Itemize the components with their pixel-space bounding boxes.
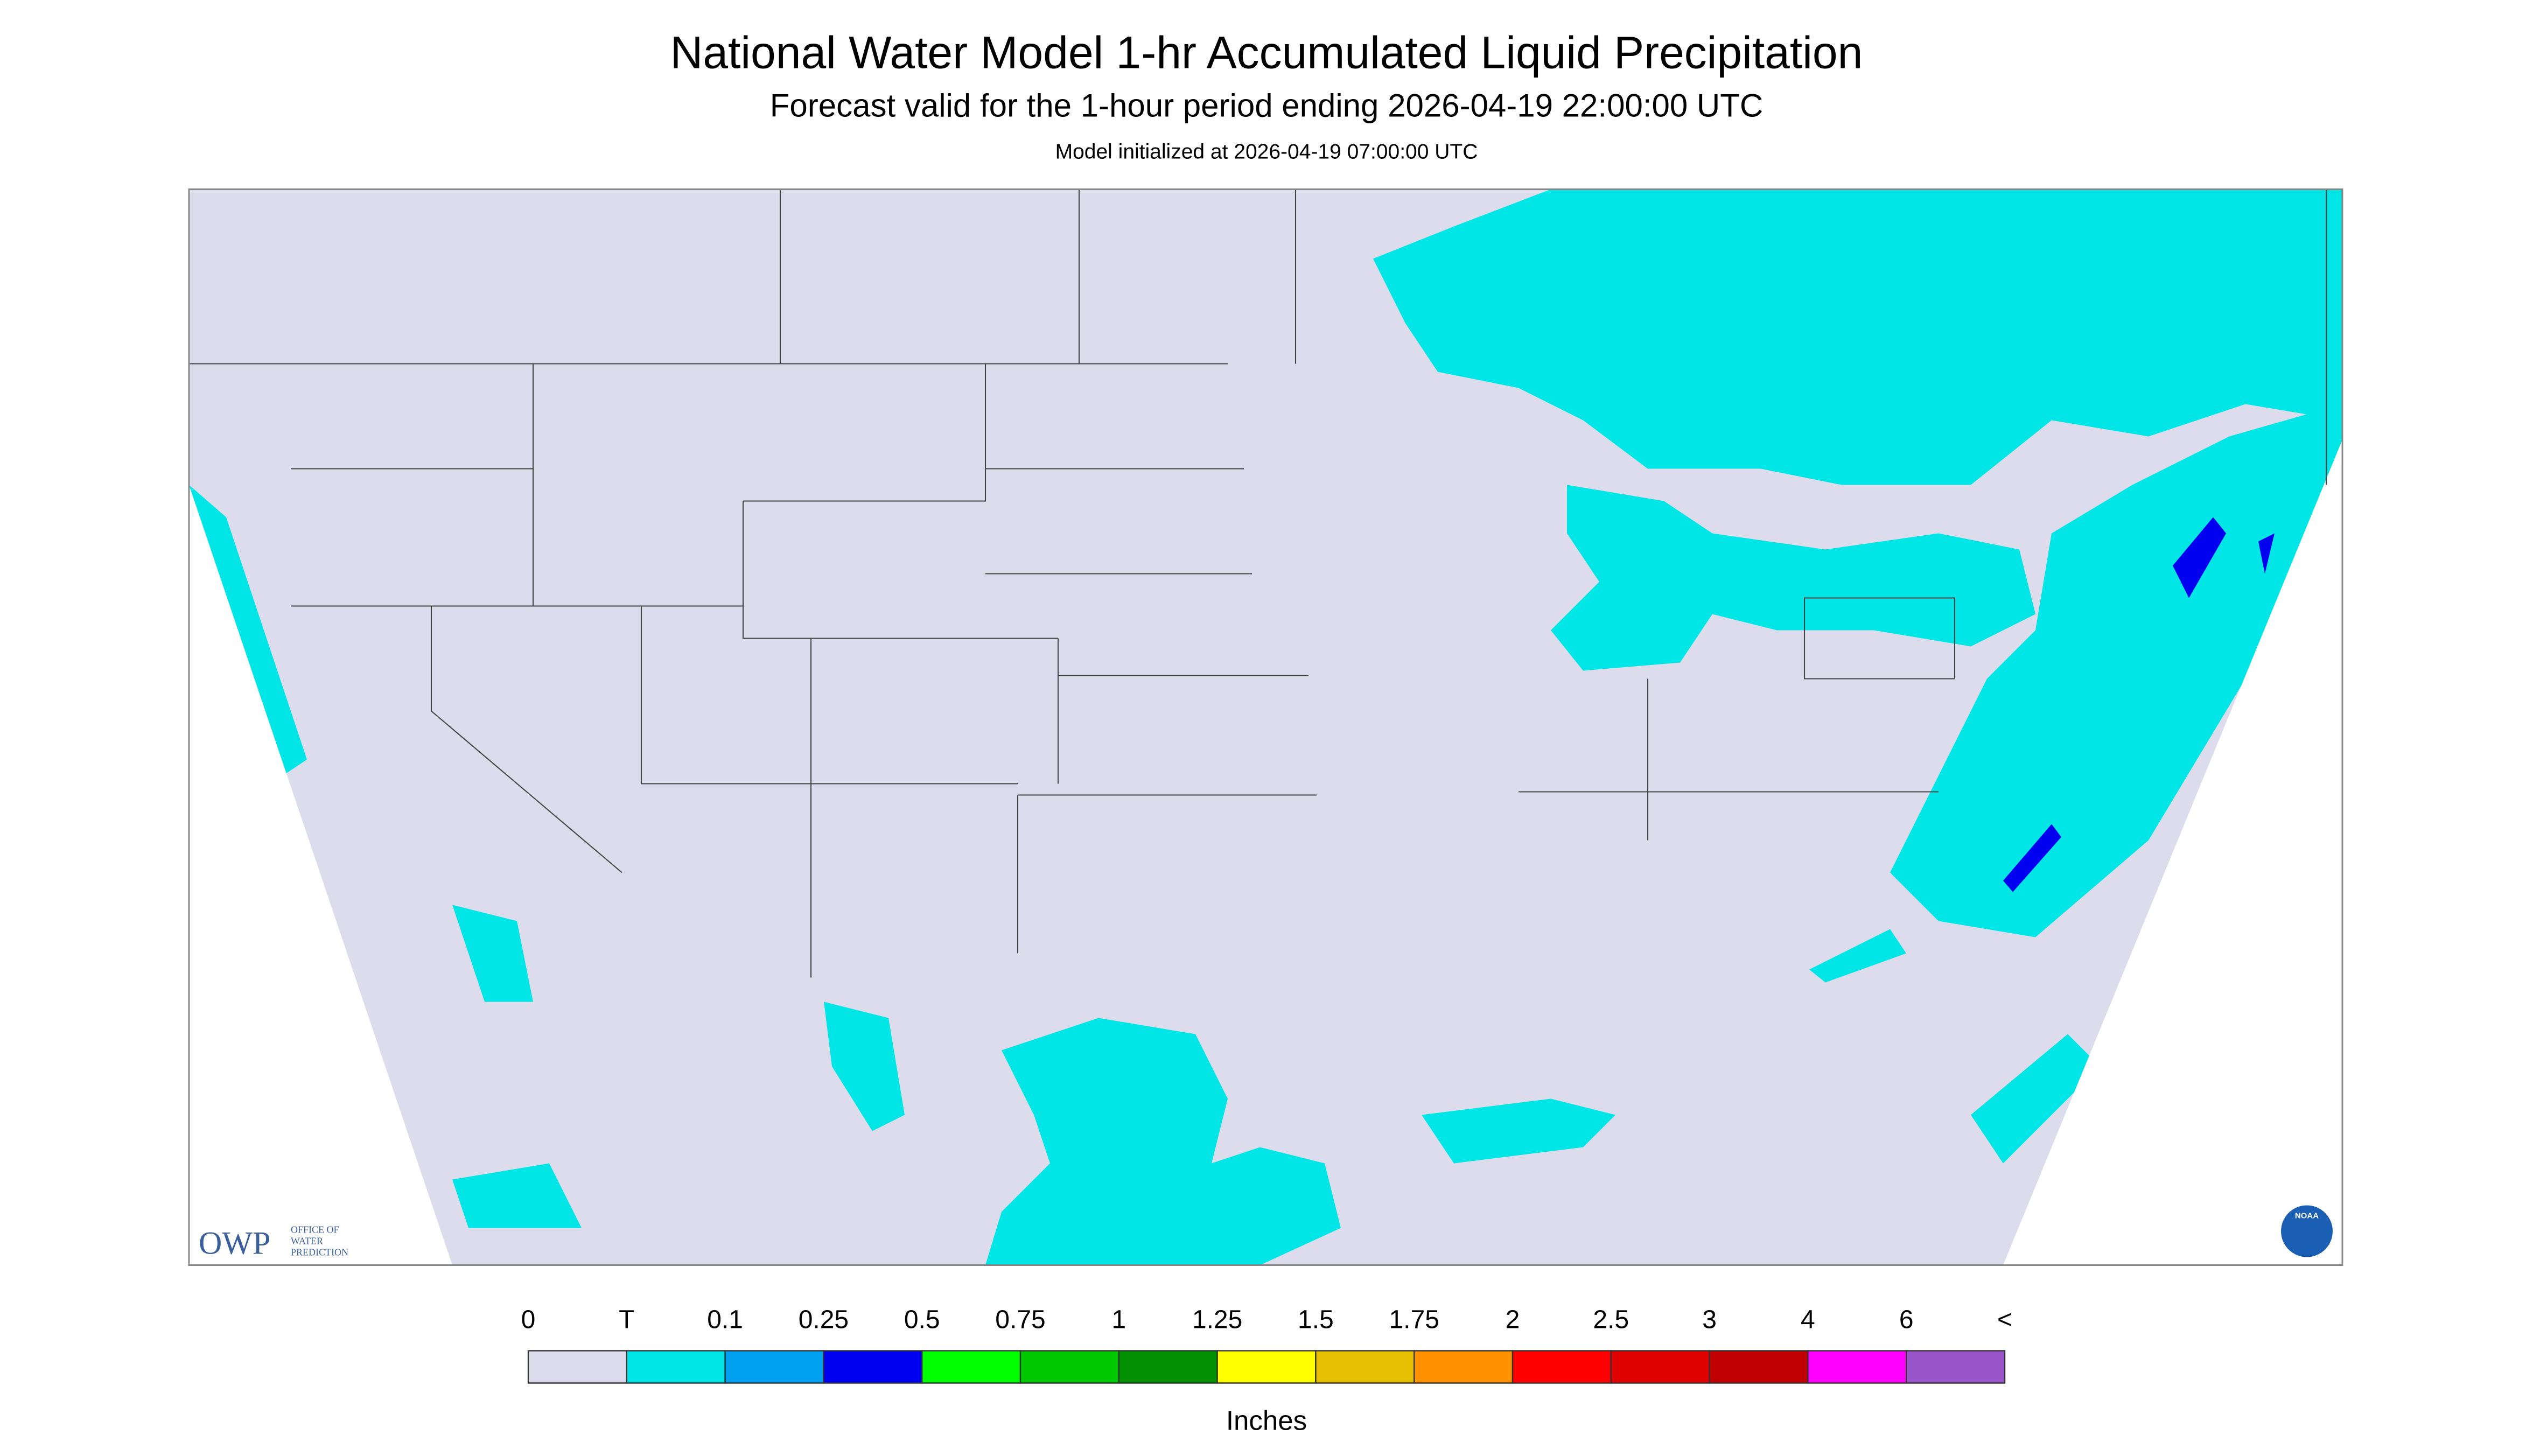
map-frame [188, 188, 2343, 1266]
title: National Water Model 1-hr Accumulated Li… [670, 27, 1863, 78]
legend-label: 0 [521, 1306, 536, 1334]
legend-label: 0.1 [707, 1306, 743, 1334]
legend-unit: Inches [1226, 1405, 1307, 1436]
precip-areas [189, 189, 2342, 1265]
legend-swatch [823, 1350, 923, 1384]
owp-line: PREDICTION [291, 1247, 348, 1258]
legend-swatch [921, 1350, 1021, 1384]
legend-swatch [1019, 1350, 1120, 1384]
legend-label: 4 [1801, 1306, 1815, 1334]
gulf-area [985, 1018, 1341, 1265]
noaa-text: NOAA [2295, 1212, 2319, 1221]
legend-label: < [1997, 1306, 2012, 1334]
legend-label: T [619, 1306, 634, 1334]
legend-swatch [724, 1350, 824, 1384]
legend-swatch [1118, 1350, 1218, 1384]
legend-swatch [1216, 1350, 1317, 1384]
great-lakes-area [1551, 485, 2035, 671]
legend-label: 6 [1899, 1306, 1914, 1334]
noaa-logo [2281, 1205, 2333, 1257]
legend-swatch [527, 1350, 628, 1384]
init-note: Model initialized at 2026-04-19 07:00:00… [1055, 141, 1478, 164]
east-coast-area [1890, 404, 2342, 937]
owp-logo: OWP [199, 1226, 270, 1261]
legend-label: 1 [1111, 1306, 1126, 1334]
legend-label: 1.25 [1192, 1306, 1242, 1334]
legend-swatch [626, 1350, 726, 1384]
legend-swatch [1512, 1350, 1612, 1384]
owp-line: WATER [291, 1236, 323, 1247]
owp-line: OFFICE OF [291, 1224, 339, 1235]
legend-swatch [1315, 1350, 1415, 1384]
legend-label: 0.75 [995, 1306, 1045, 1334]
legend-label: 1.5 [1298, 1306, 1334, 1334]
legend-swatch [1905, 1350, 2006, 1384]
legend-label: 2.5 [1593, 1306, 1629, 1334]
legend-label: 2 [1506, 1306, 1520, 1334]
gulf-band [1422, 1098, 1615, 1164]
legend-label: 0.5 [904, 1306, 940, 1334]
subtitle: Forecast valid for the 1-hour period end… [770, 88, 1763, 124]
canada-area [1373, 189, 2342, 485]
state-borders [189, 189, 2327, 978]
legend-label: 0.25 [799, 1306, 849, 1334]
legend-swatch [1414, 1350, 1514, 1384]
atlantic-area [1971, 1034, 2100, 1164]
pacific-area [189, 485, 307, 776]
legend-label: 3 [1702, 1306, 1717, 1334]
mexico-area [824, 1002, 905, 1131]
heavy-cells [2003, 517, 2275, 892]
legend-label: 1.75 [1389, 1306, 1439, 1334]
legend-swatch [1709, 1350, 1809, 1384]
legend-swatch [1807, 1350, 1907, 1384]
legend-swatch [1610, 1350, 1710, 1384]
